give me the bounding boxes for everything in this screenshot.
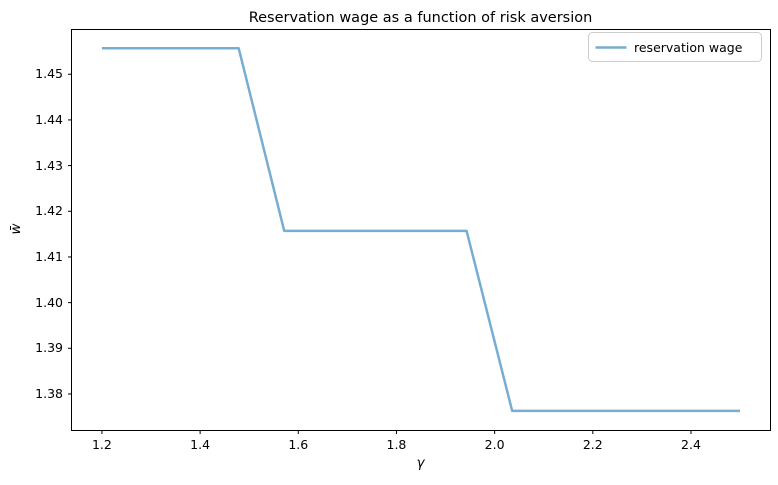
x-tick-label: 1.4 <box>190 437 211 452</box>
y-tick-label: 1.40 <box>35 294 63 310</box>
y-tick-label: 1.38 <box>35 385 63 401</box>
y-tick-label: 1.39 <box>35 340 63 356</box>
chart-title: Reservation wage as a function of risk a… <box>248 10 593 26</box>
y-tick-label: 1.42 <box>35 203 63 219</box>
y-tick-label: 1.45 <box>35 66 63 82</box>
x-tick-label: 1.8 <box>386 437 407 452</box>
x-tick-label: 2.0 <box>484 437 505 452</box>
x-tick-label: 2.2 <box>582 437 603 452</box>
x-tick-label: 2.4 <box>681 437 701 452</box>
legend-box <box>588 32 762 62</box>
y-tick-label: 1.44 <box>35 111 63 127</box>
legend-label: reservation wage <box>634 40 743 55</box>
x-tick-label: 1.6 <box>288 437 309 452</box>
y-tick-label: 1.41 <box>35 248 63 264</box>
plot-frame <box>71 29 771 431</box>
y-tick-label: 1.43 <box>35 157 63 173</box>
x-tick-label: 1.2 <box>91 437 112 452</box>
y-axis-label: w̄ <box>8 223 24 235</box>
reservation-wage-line <box>101 46 741 413</box>
x-axis-label: γ <box>416 455 425 471</box>
